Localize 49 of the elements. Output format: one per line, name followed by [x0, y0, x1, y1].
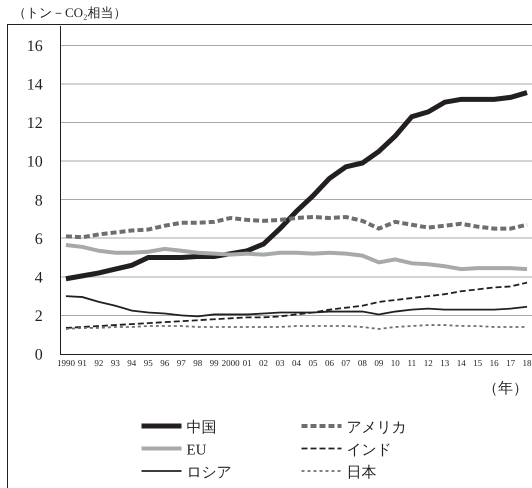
x-tick-label: 1990: [56, 358, 76, 368]
y-axis-title: （トン－CO₂相当）: [13, 5, 127, 20]
x-tick-label: 2000: [222, 358, 240, 368]
x-tick-label: 01: [242, 358, 252, 368]
y-tick-label: 0: [34, 346, 43, 364]
x-tick-label: 94: [127, 358, 137, 368]
x-tick-label: 95: [144, 358, 154, 368]
x-tick-label: 04: [292, 358, 302, 368]
x-tick-label: 09: [374, 358, 384, 368]
x-axis-title: （年）: [483, 380, 528, 397]
line-series: [65, 282, 528, 329]
legend-label: ロシア: [186, 464, 232, 481]
x-tick-label: 98: [193, 358, 203, 368]
x-tick-label: 18: [522, 358, 532, 368]
x-tick-label: 10: [390, 358, 400, 368]
x-tick-label: 15: [473, 358, 483, 368]
y-tick-label: 8: [34, 192, 43, 210]
y-tick-label: 6: [34, 230, 43, 248]
y-tick-label: 4: [34, 269, 43, 286]
y-tick-label: 16: [26, 38, 43, 55]
x-tick-label: 91: [78, 358, 87, 368]
x-tick-label: 06: [324, 358, 334, 368]
x-tick-label: 08: [358, 358, 368, 368]
y-tick-label: 10: [26, 154, 43, 171]
x-tick-label: 05: [308, 358, 318, 368]
line-series: [64, 215, 530, 240]
legend-label: 中国: [186, 418, 216, 436]
x-tick-label: 93: [110, 358, 120, 368]
x-tick-label: 14: [456, 358, 466, 368]
x-tick-label: 16: [490, 358, 500, 368]
x-tick-label: 13: [440, 358, 450, 368]
x-tick-label: 96: [160, 358, 170, 368]
legend-label: インド: [346, 442, 392, 458]
x-tick-label: 02: [259, 358, 268, 368]
legend-label: アメリカ: [346, 420, 406, 436]
legend-label: EU: [186, 442, 207, 458]
legend-label: 日本: [346, 464, 376, 481]
x-tick-label: 17: [506, 358, 516, 368]
y-tick-label: 12: [26, 115, 43, 132]
y-tick-label: 14: [26, 76, 43, 94]
x-tick-label: 03: [276, 358, 286, 368]
x-tick-label: 07: [341, 358, 351, 368]
line-series: [64, 242, 530, 272]
y-tick-label: 2: [34, 308, 43, 326]
x-tick-label: 11: [407, 358, 416, 368]
x-tick-label: 99: [210, 358, 220, 368]
x-tick-label: 12: [424, 358, 433, 368]
x-tick-label: 92: [94, 358, 104, 368]
x-tick-label: 97: [176, 358, 186, 368]
